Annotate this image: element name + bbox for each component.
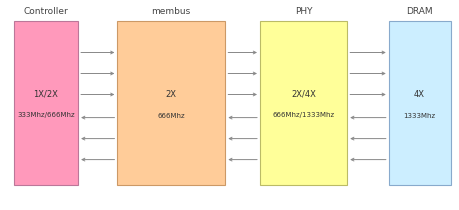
Text: PHY: PHY	[294, 7, 312, 16]
Text: 4X: 4X	[413, 90, 424, 99]
Text: 666Mhz: 666Mhz	[157, 113, 185, 118]
Text: 2X: 2X	[165, 90, 176, 99]
Text: 666Mhz/1333Mhz: 666Mhz/1333Mhz	[272, 113, 334, 118]
Text: 333Mhz/666Mhz: 333Mhz/666Mhz	[17, 113, 75, 118]
FancyBboxPatch shape	[117, 21, 225, 185]
FancyBboxPatch shape	[259, 21, 347, 185]
Text: DRAM: DRAM	[405, 7, 432, 16]
Text: 1X/2X: 1X/2X	[34, 90, 58, 99]
Text: 2X/4X: 2X/4X	[291, 90, 315, 99]
Text: 1333Mhz: 1333Mhz	[403, 113, 435, 118]
FancyBboxPatch shape	[388, 21, 450, 185]
FancyBboxPatch shape	[14, 21, 78, 185]
Text: Controller: Controller	[23, 7, 68, 16]
Text: membus: membus	[151, 7, 190, 16]
